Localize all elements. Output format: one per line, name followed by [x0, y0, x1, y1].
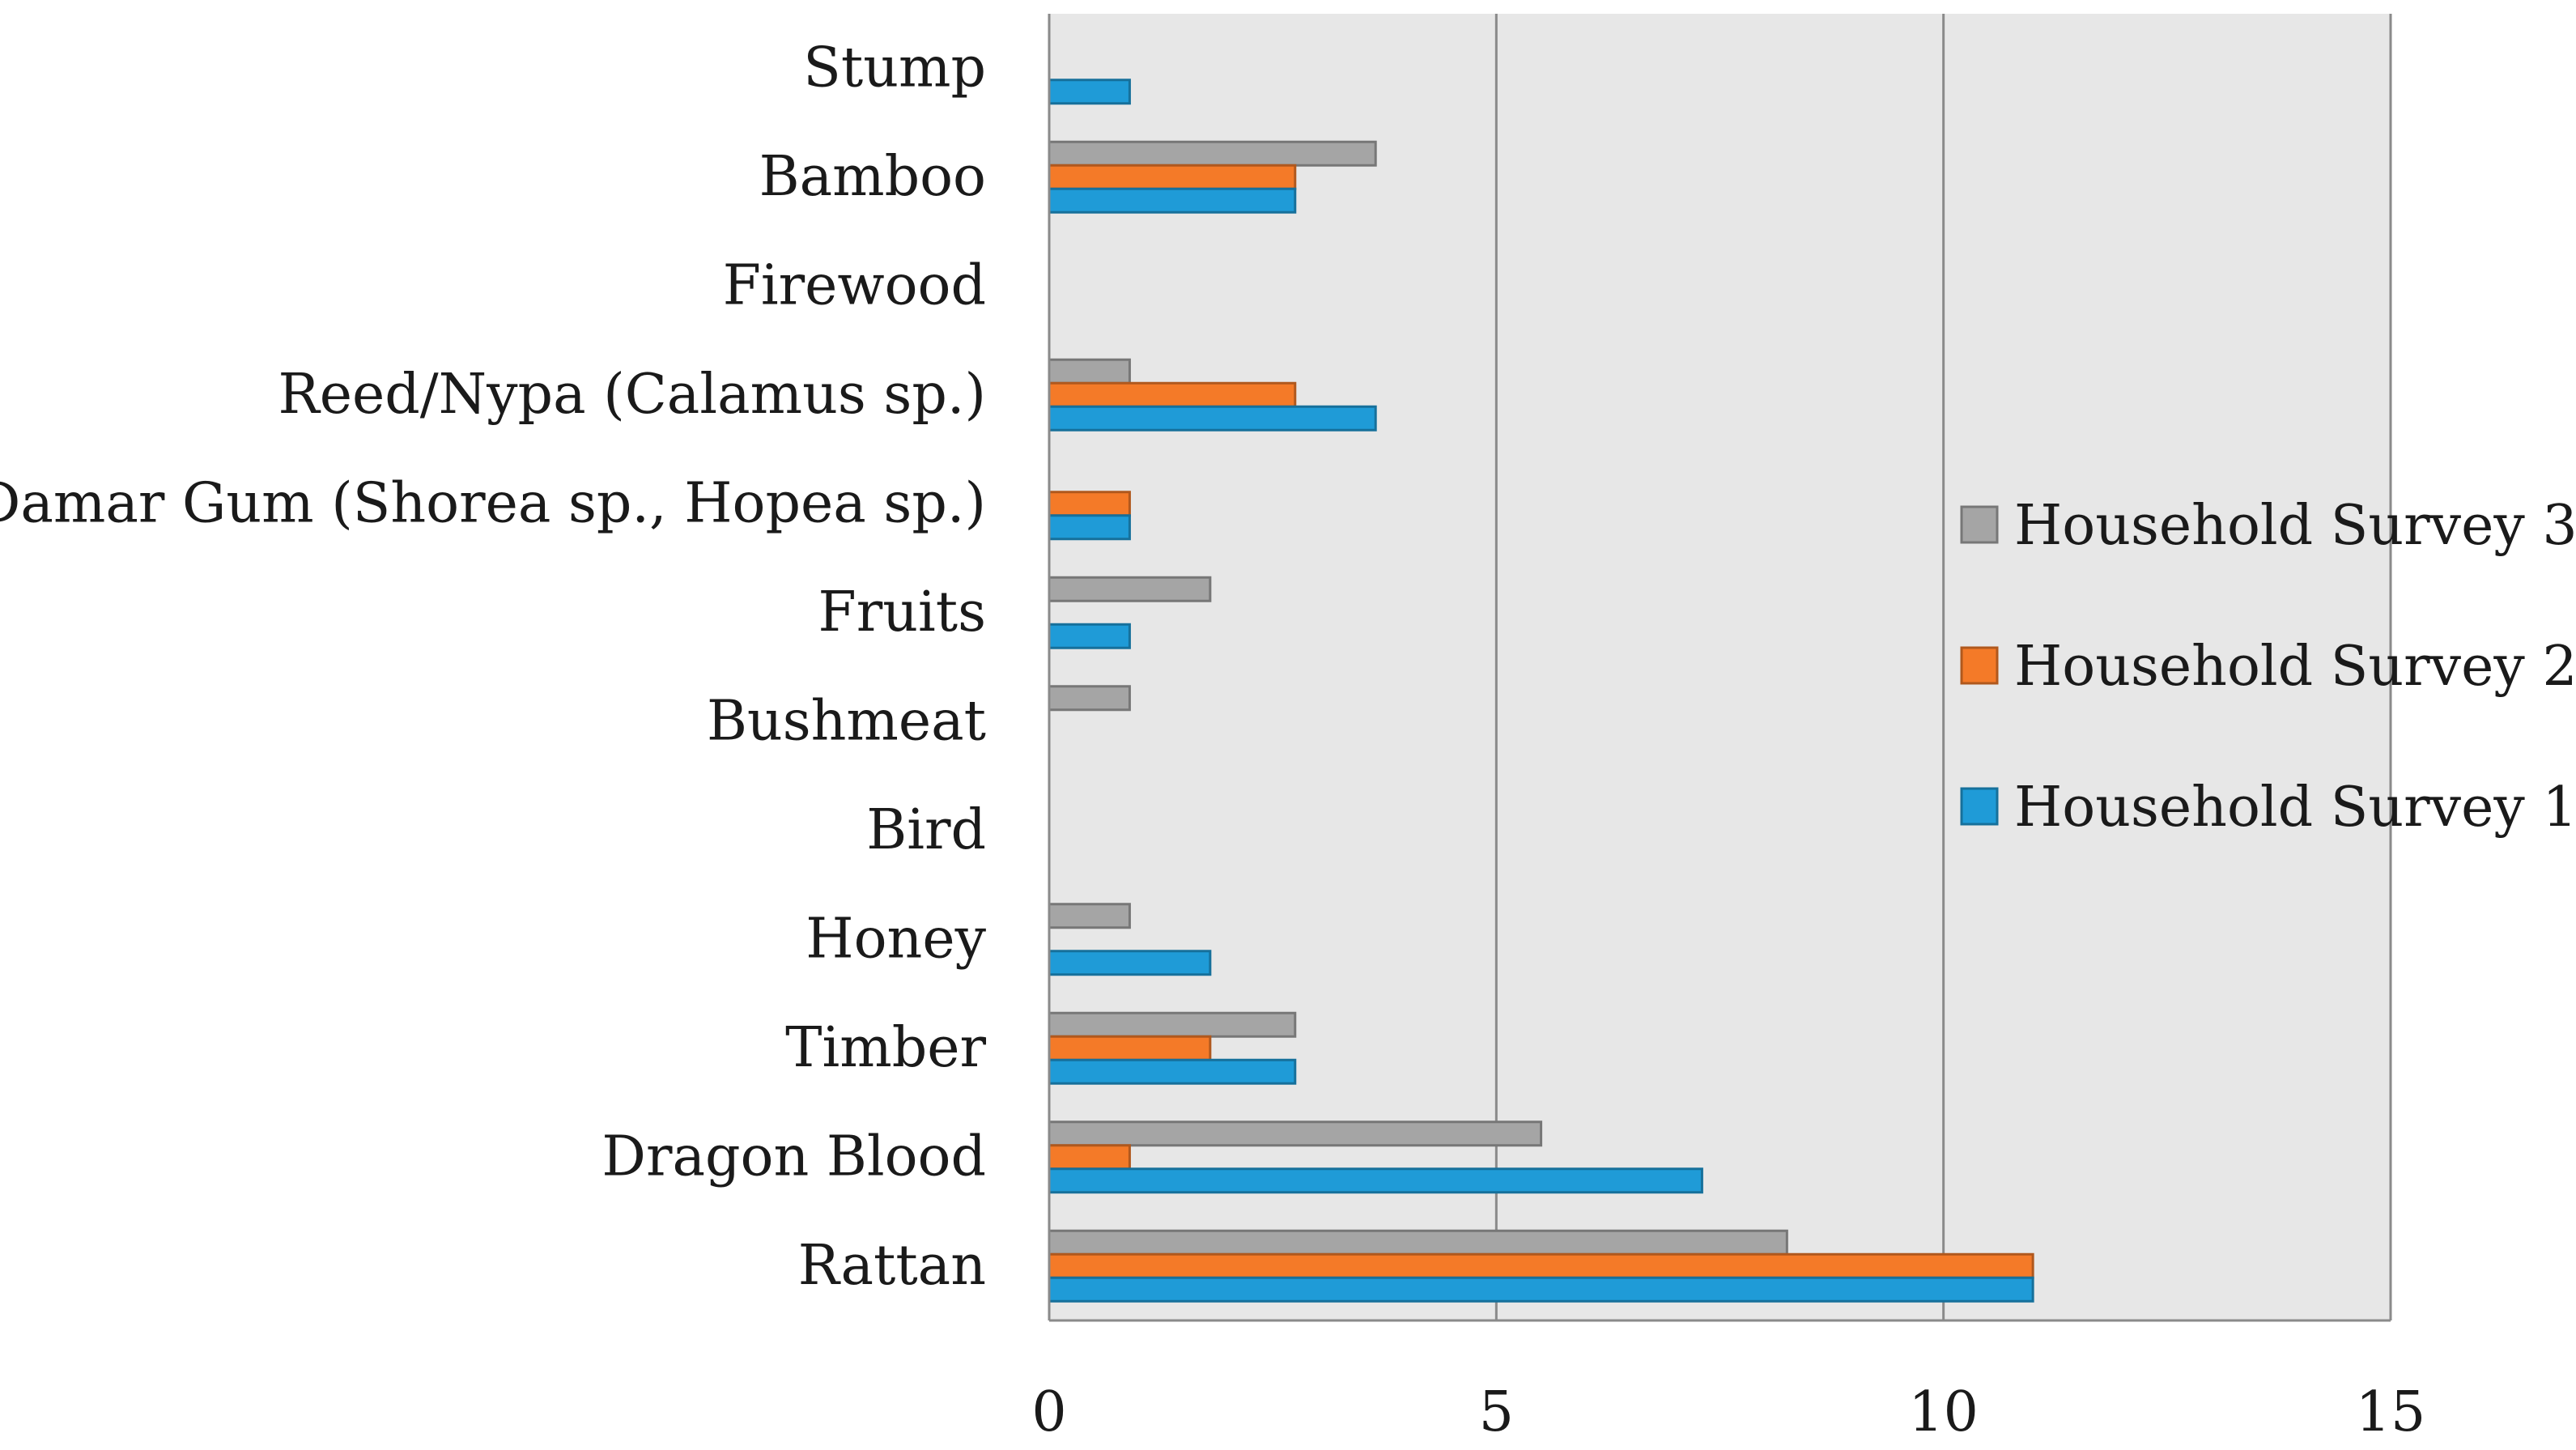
y-label-fruits: Fruits: [818, 580, 986, 644]
legend-swatch-survey-1: [1960, 787, 1999, 826]
bar-reed-nypa-calamus-sp-survey-1: [1048, 405, 1377, 432]
bar-timber-survey-2: [1048, 1035, 1212, 1061]
bar-bamboo-survey-1: [1048, 187, 1297, 214]
legend: Household Survey 3 Household Survey 2 Hous…: [1960, 494, 2576, 840]
legend-label-survey-1: Household Survey 1: [2014, 776, 2576, 840]
y-label-rattan: Rattan: [798, 1234, 986, 1298]
bars: [1048, 79, 2034, 1303]
y-label-dragon-blood: Dragon Blood: [601, 1125, 986, 1188]
y-axis-labels: Rattan Dragon Blood Timber Honey Bird Bushmea…: [0, 36, 987, 1298]
bar-dragon-blood-survey-1: [1048, 1167, 1703, 1194]
bar-rattan-survey-2: [1048, 1252, 2034, 1279]
bar-timber-survey-3: [1048, 1011, 1297, 1038]
y-label-bushmeat: Bushmeat: [707, 689, 986, 753]
bar-bushmeat-survey-3: [1048, 685, 1131, 712]
plot-area-background: [1049, 14, 2391, 1320]
bar-dragon-blood-survey-3: [1048, 1120, 1543, 1147]
axes: [1048, 14, 2391, 1322]
y-label-damar-gum-shorea-sp-hopea-sp: Damar Gum (Shorea sp., Hopea sp.): [0, 471, 986, 535]
x-tick-label-10: 10: [1908, 1380, 1979, 1444]
x-tick-label-15: 15: [2356, 1380, 2426, 1444]
y-label-timber: Timber: [785, 1016, 986, 1080]
legend-label-survey-2: Household Survey 2: [2014, 635, 2576, 699]
bar-honey-survey-3: [1048, 903, 1131, 929]
legend-swatch-survey-2: [1960, 646, 1999, 685]
legend-swatch-survey-3: [1960, 505, 1999, 544]
gridlines: [1494, 14, 2392, 1320]
bar-bamboo-survey-3: [1048, 140, 1377, 167]
bar-honey-survey-1: [1048, 950, 1212, 976]
y-label-bamboo: Bamboo: [759, 145, 986, 209]
y-label-stump: Stump: [803, 36, 986, 100]
y-label-honey: Honey: [806, 907, 986, 971]
bar-bamboo-survey-2: [1048, 164, 1297, 190]
bar-reed-nypa-calamus-sp-survey-2: [1048, 381, 1297, 408]
bar-reed-nypa-calamus-sp-survey-3: [1048, 358, 1131, 385]
legend-label-survey-3: Household Survey 3: [2014, 494, 2576, 558]
bar-damar-gum-shorea-sp-hopea-sp-survey-2: [1048, 491, 1131, 517]
bar-dragon-blood-survey-2: [1048, 1144, 1131, 1171]
x-axis-tick-labels: 0 5 10 15: [1031, 1380, 2425, 1444]
bar-damar-gum-shorea-sp-hopea-sp-survey-1: [1048, 514, 1131, 541]
y-label-reed-nypa-calamus-sp: Reed/Nypa (Calamus sp.): [278, 363, 986, 427]
bar-rattan-survey-3: [1048, 1229, 1788, 1256]
y-label-bird: Bird: [866, 798, 986, 862]
x-tick-label-5: 5: [1479, 1380, 1514, 1444]
bar-fruits-survey-3: [1048, 576, 1212, 602]
y-label-firewood: Firewood: [723, 253, 986, 317]
x-tick-label-0: 0: [1031, 1380, 1066, 1444]
bar-timber-survey-1: [1048, 1058, 1297, 1085]
bar-stump-survey-1: [1048, 79, 1131, 105]
bar-rattan-survey-1: [1048, 1276, 2034, 1303]
bar-fruits-survey-1: [1048, 623, 1131, 649]
